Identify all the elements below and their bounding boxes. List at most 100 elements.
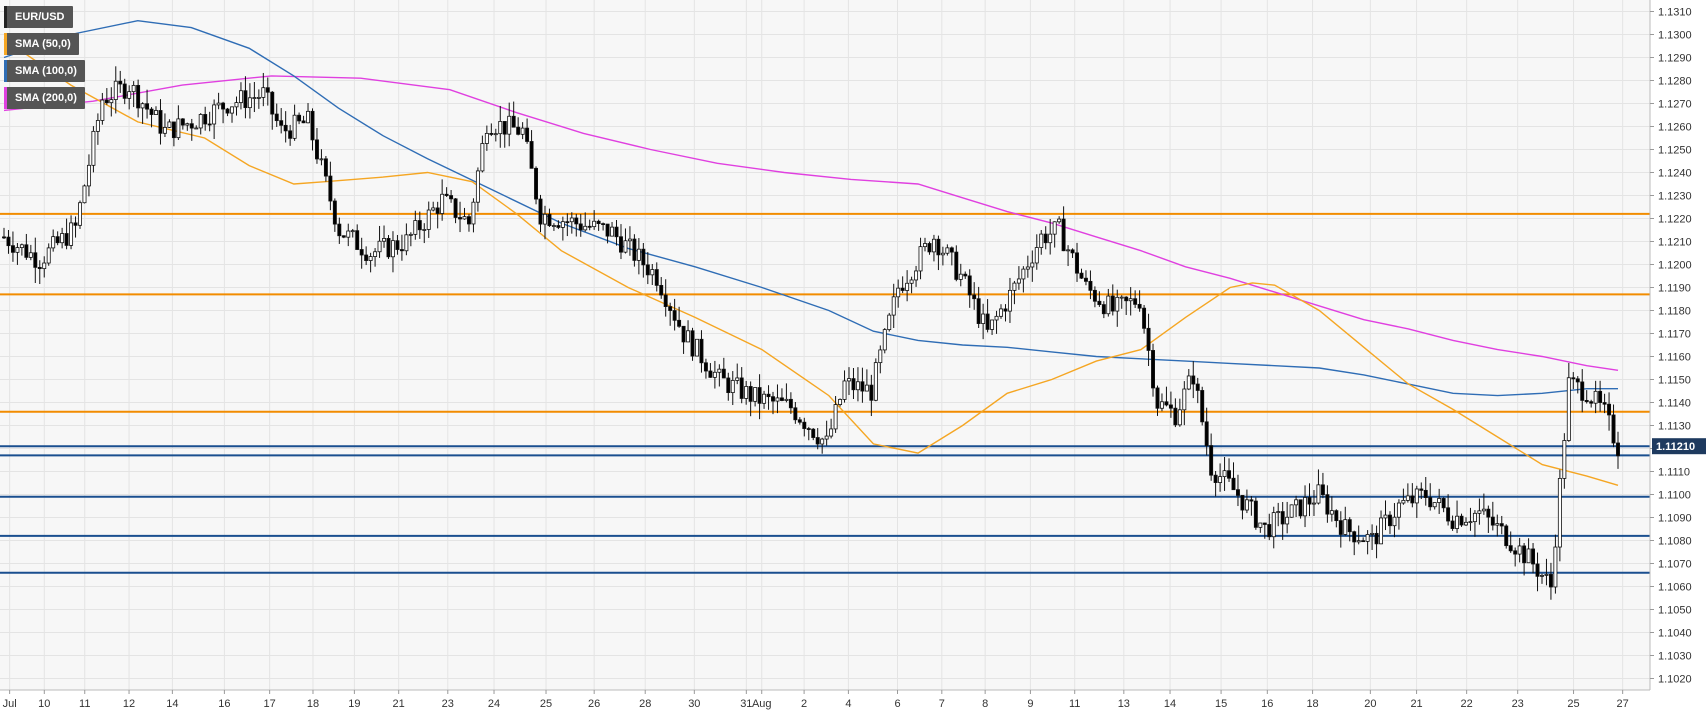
candle-down — [511, 115, 516, 128]
candle-up — [1343, 519, 1348, 535]
candle-down — [1110, 295, 1115, 312]
candle-down — [1450, 520, 1455, 529]
candle-up — [730, 380, 735, 394]
candle-up — [686, 330, 691, 343]
y-tick-label: 1.1290 — [1658, 53, 1692, 65]
candle-up — [1455, 515, 1460, 529]
candle-up — [113, 80, 118, 100]
candle-down — [703, 362, 708, 372]
candle-down — [158, 110, 163, 134]
candle-up — [391, 240, 395, 258]
candle-down — [458, 217, 462, 220]
candle-down — [1191, 375, 1196, 385]
candle-up — [1039, 233, 1044, 248]
candle-down — [525, 127, 530, 142]
candle-up — [462, 216, 467, 220]
x-tick-label: Aug — [752, 698, 772, 710]
candle-up — [1370, 532, 1375, 535]
candle-down — [1504, 525, 1509, 547]
candle-up — [1562, 440, 1567, 479]
candle-up — [923, 243, 927, 248]
legend-item-sma200[interactable]: SMA (200,0) — [4, 87, 85, 109]
candle-up — [28, 252, 33, 258]
legend-item-sma100[interactable]: SMA (100,0) — [4, 60, 85, 82]
candle-down — [1097, 300, 1102, 305]
candle-up — [1182, 388, 1187, 411]
candle-down — [189, 123, 194, 129]
candle-up — [507, 115, 512, 135]
candle-up — [51, 236, 56, 249]
candle-up — [717, 368, 722, 373]
candle-down — [1513, 550, 1518, 555]
candle-up — [216, 102, 221, 106]
candle-down — [467, 216, 471, 225]
candle-down — [1320, 484, 1325, 496]
candle-up — [1329, 510, 1334, 515]
y-tick-label: 1.1070 — [1658, 559, 1692, 571]
candle-up — [1544, 574, 1549, 576]
candle-up — [999, 308, 1003, 317]
candle-up — [1414, 488, 1419, 504]
candle-up — [1057, 218, 1062, 223]
candle-up — [1356, 540, 1361, 543]
candle-down — [869, 384, 874, 401]
candle-up — [46, 247, 51, 264]
x-tick-label: 8 — [982, 698, 988, 710]
candle-up — [431, 207, 436, 211]
candle-down — [1352, 531, 1357, 543]
x-tick-label: 12 — [123, 698, 135, 710]
candle-down — [797, 419, 802, 423]
candle-up — [627, 238, 632, 242]
y-tick-label: 1.1270 — [1658, 99, 1692, 111]
candle-down — [221, 102, 226, 110]
candle-down — [1155, 387, 1160, 409]
candle-down — [1280, 511, 1285, 525]
candle-up — [167, 121, 172, 128]
candle-down — [1146, 327, 1151, 351]
candle-up — [1294, 499, 1299, 506]
y-tick-label: 1.1030 — [1658, 651, 1692, 663]
candle-down — [225, 108, 230, 114]
legend-item-symbol[interactable]: EUR/USD — [4, 6, 73, 28]
candle-down — [1499, 523, 1504, 527]
candle-up — [154, 110, 158, 115]
candle-up — [350, 230, 355, 233]
candle-down — [149, 108, 154, 115]
candle-down — [6, 236, 11, 247]
candle-up — [252, 97, 257, 99]
candle-down — [788, 398, 793, 409]
candle-down — [301, 120, 306, 124]
candle-up — [238, 90, 243, 103]
candle-down — [663, 294, 668, 307]
candle-down — [1124, 296, 1129, 302]
candle-up — [498, 121, 503, 135]
candle-up — [882, 329, 887, 351]
candle-down — [677, 319, 682, 327]
candle-up — [1025, 266, 1030, 270]
y-tick-label: 1.1080 — [1658, 536, 1692, 548]
y-tick-label: 1.1150 — [1658, 375, 1691, 387]
candle-down — [1298, 499, 1303, 517]
candle-down — [605, 223, 610, 237]
candle-up — [408, 233, 413, 236]
candle-down — [328, 175, 333, 202]
candle-down — [860, 381, 865, 392]
legend-item-sma50[interactable]: SMA (50,0) — [4, 33, 79, 55]
candle-down — [1580, 381, 1585, 401]
candle-down — [1508, 545, 1513, 552]
candle-up — [1271, 512, 1276, 538]
candle-down — [1253, 500, 1258, 528]
x-tick-label: 30 — [688, 698, 700, 710]
candle-down — [1423, 489, 1428, 498]
candle-down — [122, 83, 127, 99]
candle-down — [1307, 497, 1312, 505]
candle-down — [771, 396, 775, 402]
candle-up — [234, 102, 239, 108]
candle-down — [1374, 532, 1379, 545]
legend-swatch — [4, 87, 7, 109]
candle-up — [1392, 516, 1397, 527]
candle-down — [1598, 390, 1603, 403]
candle-up — [1432, 502, 1437, 508]
candle-up — [909, 279, 914, 284]
